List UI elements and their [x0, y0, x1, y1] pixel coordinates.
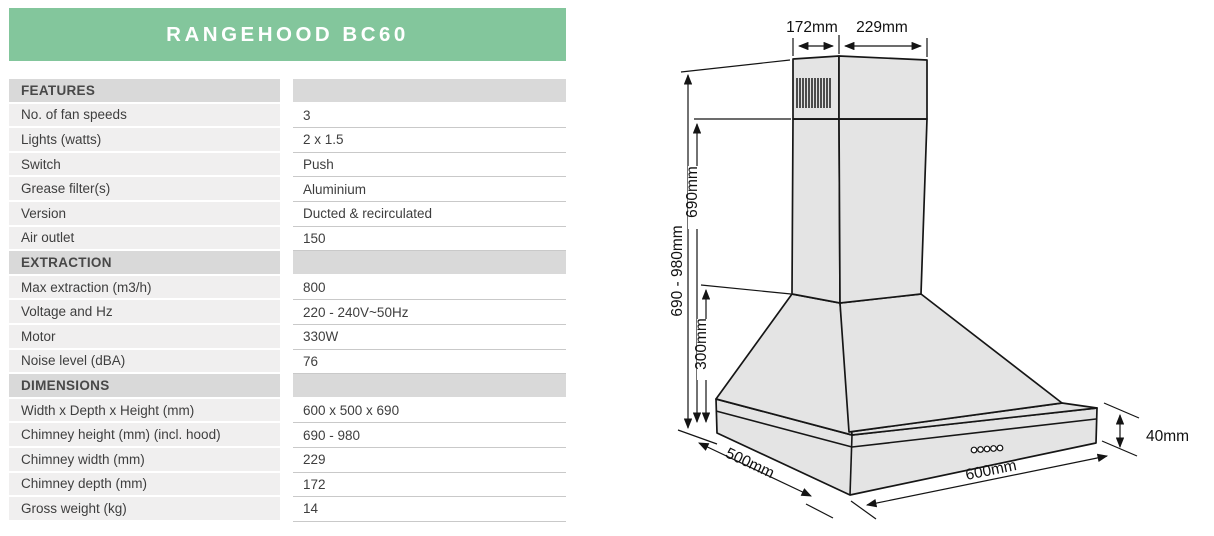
- vent-grille: [796, 78, 831, 108]
- spec-label: No. of fan speeds: [9, 103, 280, 129]
- spec-value: Aluminium: [293, 177, 566, 202]
- section-header-spacer: [293, 374, 566, 399]
- table-row: Max extraction (m3/h) 800: [9, 275, 566, 301]
- section-header-spacer: [293, 79, 566, 104]
- spec-label: Motor: [9, 324, 280, 350]
- spec-table: FEATURES No. of fan speeds 3 Lights (wat…: [9, 79, 566, 522]
- spec-value: 76: [293, 349, 566, 375]
- table-row: No. of fan speeds 3: [9, 103, 566, 129]
- spec-label: Gross weight (kg): [9, 497, 280, 522]
- section-header: DIMENSIONS: [9, 374, 280, 399]
- spec-label: Version: [9, 201, 280, 227]
- dim-label-chimney-height: 690mm: [684, 166, 701, 218]
- spec-value: 800: [293, 275, 566, 301]
- table-row: Version Ducted & recirculated: [9, 201, 566, 227]
- spec-label: Chimney height (mm) (incl. hood): [9, 423, 280, 448]
- spec-value: 220 - 240V~50Hz: [293, 300, 566, 325]
- dim-label-hood-height: 300mm: [693, 318, 710, 370]
- table-row: Noise level (dBA) 76: [9, 349, 566, 375]
- table-row: Chimney depth (mm) 172: [9, 472, 566, 498]
- table-row: Chimney width (mm) 229: [9, 447, 566, 473]
- section-header: FEATURES: [9, 79, 280, 104]
- spec-value: 600 x 500 x 690: [293, 398, 566, 424]
- table-row: Grease filter(s) Aluminium: [9, 177, 566, 202]
- table-row: Gross weight (kg) 14: [9, 497, 566, 522]
- spec-label: Max extraction (m3/h): [9, 275, 280, 301]
- table-row: Air outlet 150: [9, 226, 566, 252]
- table-row: Switch Push: [9, 152, 566, 178]
- spec-value: 690 - 980: [293, 423, 566, 448]
- control-buttons: [970, 444, 1004, 454]
- spec-label: Noise level (dBA): [9, 349, 280, 375]
- spec-value: 2 x 1.5: [293, 128, 566, 153]
- table-row: Motor 330W: [9, 324, 566, 350]
- spec-label: Chimney depth (mm): [9, 472, 280, 498]
- spec-label: Width x Depth x Height (mm): [9, 398, 280, 424]
- section-header-spacer: [293, 251, 566, 276]
- section-header-row: EXTRACTION: [9, 251, 566, 276]
- spec-value: 172: [293, 472, 566, 498]
- rangehood-drawing: [715, 55, 1098, 496]
- dim-label-chimney-depth: 172mm: [786, 19, 838, 36]
- hood-pyramid: [715, 293, 1063, 436]
- spec-label: Grease filter(s): [9, 177, 280, 202]
- dim-label-total-height: 690 - 980mm: [669, 225, 686, 316]
- table-row: Chimney height (mm) (incl. hood) 690 - 9…: [9, 423, 566, 448]
- spec-value: 14: [293, 497, 566, 522]
- section-header-row: DIMENSIONS: [9, 374, 566, 399]
- section-header: EXTRACTION: [9, 251, 280, 276]
- dim-label-chimney-width: 229mm: [856, 19, 908, 36]
- page-title: RANGEHOOD BC60: [9, 8, 566, 61]
- spec-value: 150: [293, 226, 566, 252]
- spec-value: 229: [293, 447, 566, 473]
- spec-label: Chimney width (mm): [9, 447, 280, 473]
- spec-value: 3: [293, 103, 566, 129]
- spec-value: Ducted & recirculated: [293, 201, 566, 227]
- spec-value: Push: [293, 152, 566, 178]
- table-row: Voltage and Hz 220 - 240V~50Hz: [9, 300, 566, 325]
- spec-label: Switch: [9, 152, 280, 178]
- spec-label: Air outlet: [9, 226, 280, 252]
- spec-label: Voltage and Hz: [9, 300, 280, 325]
- table-row: Width x Depth x Height (mm) 600 x 500 x …: [9, 398, 566, 424]
- section-header-row: FEATURES: [9, 79, 566, 104]
- spec-label: Lights (watts): [9, 128, 280, 153]
- spec-value: 330W: [293, 324, 566, 350]
- dim-label-base-height: 40mm: [1146, 428, 1189, 445]
- table-row: Lights (watts) 2 x 1.5: [9, 128, 566, 153]
